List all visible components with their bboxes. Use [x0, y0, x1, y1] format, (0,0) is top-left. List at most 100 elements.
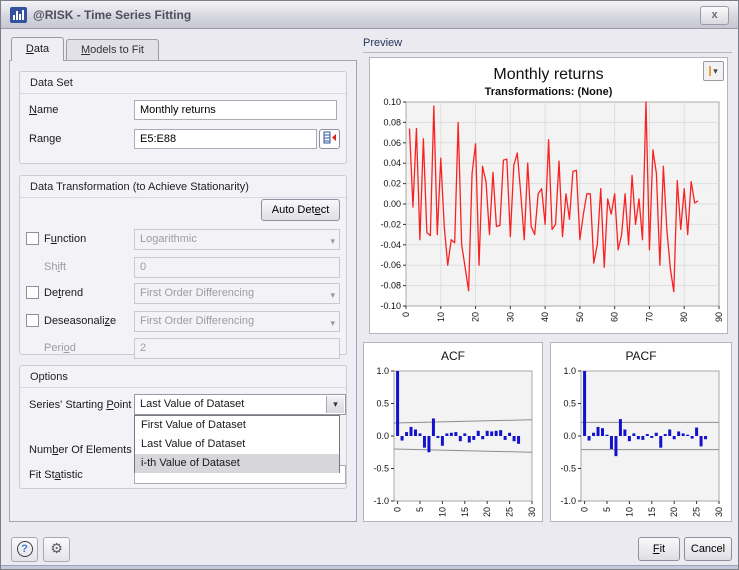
cell-range-picker-icon — [323, 131, 336, 144]
svg-text:-0.04: -0.04 — [380, 240, 401, 250]
svg-text:-0.02: -0.02 — [380, 219, 401, 229]
svg-text:20: 20 — [669, 507, 679, 517]
svg-text:0.5: 0.5 — [563, 398, 576, 408]
function-label: Function — [44, 233, 87, 245]
settings-button[interactable]: ⚙ — [43, 537, 70, 562]
svg-text:25: 25 — [505, 507, 515, 517]
chevron-down-icon[interactable]: ▾ — [326, 396, 344, 413]
svg-text:20: 20 — [471, 312, 481, 322]
starting-point-combo[interactable]: Last Value of Dataset ▾ — [134, 394, 346, 415]
svg-text:40: 40 — [540, 312, 550, 322]
svg-text:15: 15 — [647, 507, 657, 517]
svg-text:-0.06: -0.06 — [380, 260, 401, 270]
period-label: Period — [44, 342, 76, 354]
tab-models-label: Models to Fit — [81, 44, 144, 56]
svg-text:-0.10: -0.10 — [380, 301, 401, 311]
svg-text:90: 90 — [714, 312, 724, 322]
elements-label: Number Of Elements — [29, 444, 132, 456]
transformation-legend: Data Transformation (to Achieve Stationa… — [20, 176, 346, 198]
svg-text:-0.5: -0.5 — [560, 463, 576, 473]
acf-chart-title: ACF — [441, 349, 465, 363]
main-chart-title: Monthly returns — [493, 66, 604, 83]
period-input[interactable]: 2 — [134, 338, 340, 359]
deseasonalize-combo[interactable]: First Order Differencing ▾ — [134, 311, 340, 332]
starting-point-label: Series' Starting Point — [29, 399, 132, 411]
svg-text:0.06: 0.06 — [383, 138, 401, 148]
range-input[interactable] — [134, 129, 317, 149]
deseasonalize-label: Deseasonalize — [44, 315, 117, 327]
svg-text:0.0: 0.0 — [563, 431, 576, 441]
detrend-combo[interactable]: First Order Differencing ▾ — [134, 283, 340, 304]
range-picker-button[interactable] — [319, 129, 340, 149]
help-button[interactable]: ? — [11, 537, 38, 562]
svg-text:5: 5 — [602, 507, 612, 512]
svg-text:10: 10 — [436, 312, 446, 322]
svg-text:-0.08: -0.08 — [380, 281, 401, 291]
pacf-chart-title: PACF — [625, 349, 657, 363]
tab-data-label: Data — [25, 43, 50, 55]
cancel-button-label: Cancel — [690, 543, 726, 555]
pacf-chart-panel: PACF 1.0 0.5 0.0 -0.5 -1.0 0 5 10 15 20 25 30 — [550, 342, 732, 522]
svg-text:60: 60 — [610, 312, 620, 322]
svg-text:0.02: 0.02 — [383, 179, 401, 189]
close-button[interactable]: x — [700, 6, 729, 25]
data-set-legend: Data Set — [20, 72, 346, 94]
chevron-down-icon: ▾ — [713, 66, 718, 76]
function-combo-value: Logarithmic — [140, 233, 197, 245]
window-title: @RISK - Time Series Fitting — [33, 8, 192, 22]
gear-icon: ⚙ — [50, 541, 63, 557]
svg-text:0: 0 — [393, 507, 403, 512]
dropdown-item-ith-value[interactable]: i-th Value of Dataset — [135, 454, 339, 473]
chevron-down-icon: ▾ — [330, 318, 335, 328]
svg-text:30: 30 — [714, 507, 724, 517]
dropdown-item-first-value[interactable]: First Value of Dataset — [141, 419, 246, 431]
svg-text:50: 50 — [575, 312, 585, 322]
title-bar: @RISK - Time Series Fitting x — [1, 1, 738, 29]
fit-button[interactable]: Fit — [638, 537, 680, 561]
svg-text:0.08: 0.08 — [383, 117, 401, 127]
options-legend: Options — [20, 366, 346, 388]
function-checkbox[interactable] — [26, 232, 39, 245]
svg-text:0.10: 0.10 — [383, 97, 401, 107]
svg-text:0.5: 0.5 — [376, 398, 389, 408]
app-bar-chart-icon — [10, 7, 27, 23]
tab-models-to-fit[interactable]: Models to Fit — [66, 39, 159, 61]
svg-text:-1.0: -1.0 — [373, 496, 389, 506]
deseasonalize-checkbox[interactable] — [26, 314, 39, 327]
svg-text:0.04: 0.04 — [383, 158, 401, 168]
shift-input[interactable]: 0 — [134, 257, 340, 278]
svg-text:10: 10 — [437, 507, 447, 517]
svg-text:80: 80 — [679, 312, 689, 322]
svg-text:30: 30 — [505, 312, 515, 322]
main-chart-subtitle: Transformations: (None) — [484, 86, 613, 98]
detrend-checkbox[interactable] — [26, 286, 39, 299]
svg-text:70: 70 — [644, 312, 654, 322]
pacf-chart-plot: 1.0 0.5 0.0 -0.5 -1.0 0 5 10 15 20 25 30 — [551, 343, 731, 521]
chart-options-button[interactable]: ▾ — [703, 61, 724, 81]
deseasonalize-combo-value: First Order Differencing — [140, 315, 255, 327]
window-bottom-edge — [1, 565, 738, 569]
fit-statistic-label: Fit Statistic — [29, 469, 83, 481]
svg-text:30: 30 — [527, 507, 537, 517]
dropdown-item-last-value[interactable]: Last Value of Dataset — [141, 438, 246, 450]
tab-data[interactable]: Data — [11, 37, 64, 61]
svg-text:1.0: 1.0 — [376, 366, 389, 376]
name-label: Name — [29, 104, 59, 116]
detrend-label: Detrend — [44, 287, 84, 299]
auto-detect-label: Auto Detect — [271, 204, 330, 216]
detrend-combo-value: First Order Differencing — [140, 287, 255, 299]
chevron-down-icon: ▾ — [330, 290, 335, 300]
svg-text:0: 0 — [580, 507, 590, 512]
cancel-button[interactable]: Cancel — [684, 537, 732, 561]
svg-text:0.00: 0.00 — [383, 199, 401, 209]
svg-text:20: 20 — [482, 507, 492, 517]
acf-chart-plot: 1.0 0.5 0.0 -0.5 -1.0 0 5 10 15 20 25 30 — [364, 343, 542, 521]
preview-main-chart-panel: ▾ Monthly returns Transformations: (None… — [369, 57, 728, 334]
function-combo[interactable]: Logarithmic ▾ — [134, 229, 340, 250]
name-input[interactable] — [134, 100, 337, 120]
svg-text:0.0: 0.0 — [376, 431, 389, 441]
svg-text:1.0: 1.0 — [563, 366, 576, 376]
main-chart-plot: 0.10 0.08 0.06 0.04 0.02 0.00 -0.02 -0.04 -0.06 -… — [370, 58, 727, 333]
auto-detect-button[interactable]: Auto Detect — [261, 199, 340, 221]
